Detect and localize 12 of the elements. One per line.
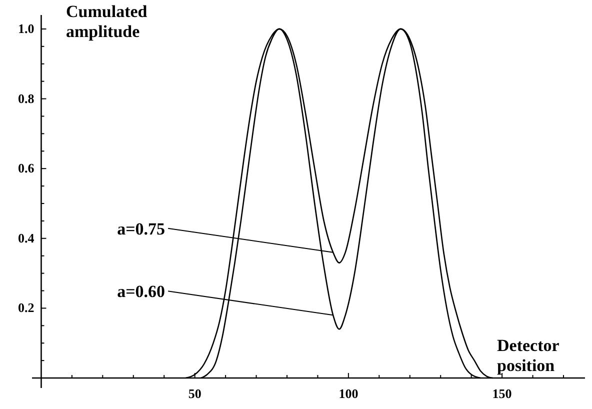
x-tick-label: 100: [338, 386, 358, 401]
y-axis-title: Cumulated amplitude: [66, 2, 148, 41]
y-tick-label: 0.2: [18, 300, 34, 316]
x-axis-title: Detector position: [497, 336, 560, 375]
annotation: a=0.60: [117, 282, 166, 302]
y-tick-label: 0.8: [18, 90, 35, 106]
y-tick-label: 0.4: [18, 230, 35, 246]
y-tick-label: 1.0: [18, 20, 34, 36]
annotation: a=0.75: [117, 219, 166, 238]
x-tick-label: 50: [188, 386, 202, 401]
y-tick-label: 0.6: [18, 160, 35, 176]
x-tick-label: 150: [492, 386, 512, 401]
